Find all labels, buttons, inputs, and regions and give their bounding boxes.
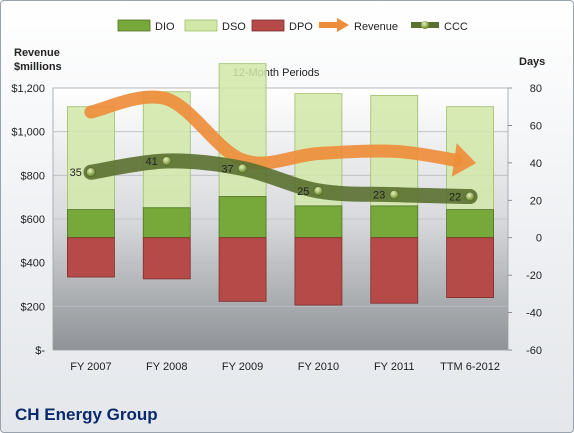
left-tick-label: $- [35,345,45,357]
legend-label-dio: DIO [155,21,175,33]
legend-label-revenue: Revenue [354,21,398,33]
revenue-line [84,90,463,170]
legend-swatch-revenue-arrowhead [337,18,349,32]
category-label: FY 2009 [222,361,263,373]
bar-dio [218,196,267,239]
revenue-arrowhead [451,143,477,177]
revenue-series [84,90,477,177]
bar-dpo [67,237,115,278]
legend-swatch-dso [184,19,218,32]
right-axis-title: Days [519,56,545,68]
ccc-point [313,186,324,196]
category-label: FY 2011 [374,361,415,373]
left-axis: $- $200 $400 $600 $800 $1,000 $1,200 [11,83,45,357]
left-tick-label: $800 [21,170,45,182]
left-tick-label: $1,200 [11,83,45,95]
ccc-line [83,153,478,205]
right-tick-label: 0 [536,233,542,245]
left-tick-label: $600 [21,214,45,226]
bar-dio [370,205,419,239]
ccc-point [389,189,400,200]
bar-dio [142,207,191,239]
right-axis: -60 -40 -20 0 20 40 60 80 [508,83,542,357]
bar-dpo [218,237,267,302]
ccc-point [161,156,172,166]
ccc-data-label: 41 [146,156,158,168]
category-label: TTM 6-2012 [440,361,500,373]
right-tick-label: 20 [530,195,542,207]
legend-swatch-dpo [251,19,285,32]
category-axis: FY 2007 FY 2008 FY 2009 FY 2010 FY 2011 TTM 6… [70,361,500,373]
ccc-data-label: 22 [449,192,461,204]
bar-dpo [370,237,419,304]
right-tick-label: 80 [530,83,542,95]
right-tick-label: 60 [530,120,542,132]
legend-swatch-ccc-marker [421,21,429,29]
ccc-data-label: 35 [70,167,82,179]
ccc-point [86,167,96,178]
ccc-point [465,191,475,202]
legend-label-ccc: CCC [444,21,468,33]
grid-lines [53,87,508,307]
legend-label-dso: DSO [222,21,246,33]
ccc-series [83,153,478,205]
bar-dio [446,209,494,239]
right-tick-label: 40 [530,158,542,170]
company-name: CH Energy Group [15,405,158,424]
bar-dso [67,106,115,211]
left-axis-title-line2: $millions [14,61,62,73]
ccc-point [237,163,248,174]
ccc-data-label: 37 [221,163,233,175]
left-tick-label: $400 [21,258,45,270]
ccc-data-label: 25 [297,186,309,198]
right-tick-label: -20 [526,270,542,282]
left-tick-label: $200 [21,301,45,313]
left-axis-title-line1: Revenue [14,47,60,59]
category-label: FY 2008 [146,361,187,373]
bar-dio [294,205,343,239]
right-tick-label: -60 [526,345,542,357]
ccc-data-label: 23 [373,190,385,202]
category-label: FY 2007 [70,361,111,373]
ccc-data-labels: 35 41 37 25 23 22 [70,156,461,204]
bar-dpo [142,237,191,280]
category-label: FY 2010 [298,361,339,373]
bar-dpo [446,237,494,298]
chart-legend: DIO DSO DPO Revenue CCC [117,18,468,33]
right-tick-label: -40 [526,308,542,320]
bar-dpo [294,237,343,306]
left-tick-label: $1,000 [11,127,45,139]
bar-dio [67,209,115,239]
legend-swatch-dio [117,19,151,32]
legend-label-dpo: DPO [289,21,313,33]
